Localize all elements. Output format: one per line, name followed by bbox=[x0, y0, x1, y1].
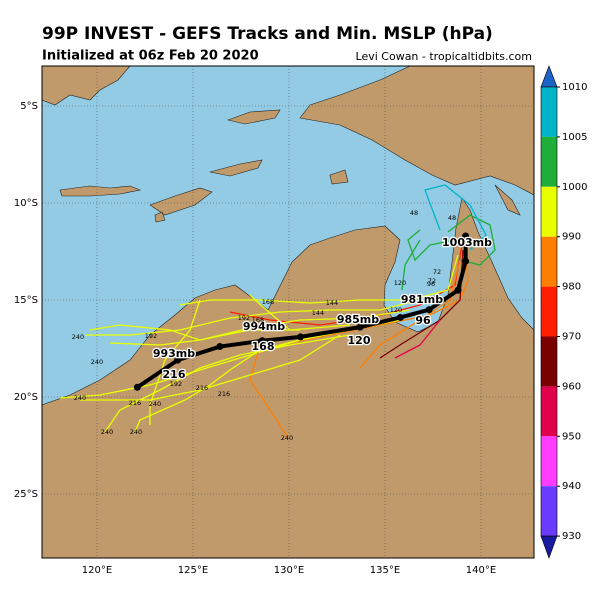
credit: Levi Cowan - tropicaltidbits.com bbox=[356, 50, 532, 63]
lon-label: 135°E bbox=[370, 565, 400, 576]
track-point bbox=[297, 333, 305, 341]
track-point bbox=[258, 337, 266, 345]
track-point bbox=[174, 356, 182, 364]
member-label: 240 bbox=[101, 428, 113, 436]
colorbar-label: 950 bbox=[562, 431, 581, 442]
lon-label: 125°E bbox=[178, 565, 208, 576]
colorbar-segment bbox=[541, 436, 557, 487]
track-point bbox=[356, 323, 364, 331]
lat-label: 5°S bbox=[20, 101, 38, 112]
member-label: 240 bbox=[74, 394, 86, 402]
hour-label: 120 bbox=[348, 334, 371, 347]
pressure-label: 981mb bbox=[401, 293, 443, 306]
lon-label: 140°E bbox=[466, 565, 496, 576]
colorbar-segment bbox=[541, 486, 557, 537]
member-label: 144 bbox=[312, 309, 324, 317]
track-labels: 1003mb 981mb 985mb 994mb 993mb 96 120 168 216 48 4… bbox=[72, 209, 494, 442]
member-label: 120 bbox=[390, 306, 402, 314]
hour-label: 168 bbox=[252, 340, 275, 353]
colorbar-label: 990 bbox=[562, 232, 581, 243]
colorbar-label: 1005 bbox=[562, 132, 587, 143]
colorbar-segment bbox=[541, 136, 557, 187]
member-label: 120 bbox=[394, 279, 406, 287]
pressure-label: 994mb bbox=[243, 320, 285, 333]
member-label: 168 bbox=[262, 298, 274, 306]
colorbar-segment bbox=[541, 236, 557, 287]
member-label: 48 bbox=[448, 214, 456, 222]
colorbar-label: 970 bbox=[562, 332, 581, 343]
member-label: 48 bbox=[410, 209, 418, 217]
member-label: 192 bbox=[170, 380, 182, 388]
track-point bbox=[462, 257, 470, 265]
colorbar-label: 960 bbox=[562, 381, 581, 392]
member-label: 72 bbox=[428, 277, 436, 285]
colorbar-segment bbox=[541, 286, 557, 337]
lon-label: 120°E bbox=[82, 565, 112, 576]
colorbar-label: 980 bbox=[562, 282, 581, 293]
pressure-label: 1003mb bbox=[442, 236, 492, 249]
colorbar-segment bbox=[541, 186, 557, 237]
hour-label: 96 bbox=[415, 314, 431, 327]
pressure-label: 985mb bbox=[337, 313, 379, 326]
graticule bbox=[42, 66, 534, 558]
member-label: 72 bbox=[433, 268, 441, 276]
axes: 120°E 125°E 130°E 135°E 140°E 5°S 10°S 15°S 20°S… bbox=[14, 101, 496, 576]
member-label: 96 bbox=[427, 280, 435, 288]
colorbar-bottom bbox=[540, 535, 558, 559]
colorbar-segment bbox=[541, 386, 557, 437]
member-label: 192 bbox=[145, 332, 157, 340]
map-area: 1003mb 981mb 985mb 994mb 993mb 96 120 168 216 48 4… bbox=[42, 66, 534, 558]
subtitle: Initialized at 06z Feb 20 2020 bbox=[42, 49, 259, 64]
member-label: 192 bbox=[238, 314, 250, 322]
member-label: 216 bbox=[196, 384, 208, 392]
member-label: 240 bbox=[149, 400, 161, 408]
track-point bbox=[462, 232, 470, 240]
colorbar-frame bbox=[540, 86, 558, 537]
colorbar-label: 930 bbox=[562, 531, 581, 542]
colorbar-segment bbox=[541, 336, 557, 387]
member-label: 240 bbox=[72, 333, 84, 341]
colorbar-label: 940 bbox=[562, 481, 581, 492]
member-label: 168 bbox=[252, 316, 264, 324]
colorbar-label: 1000 bbox=[562, 182, 587, 193]
hour-label: 216 bbox=[163, 368, 186, 381]
track-point bbox=[454, 286, 462, 294]
colorbar-top bbox=[540, 65, 558, 88]
track-point bbox=[133, 383, 141, 391]
member-label: 240 bbox=[281, 434, 293, 442]
title: 99P INVEST - GEFS Tracks and Min. MSLP (… bbox=[42, 24, 493, 44]
member-label: 144 bbox=[326, 299, 338, 307]
land bbox=[42, 66, 534, 558]
lon-label: 130°E bbox=[274, 565, 304, 576]
colorbar-label: 1010 bbox=[562, 82, 587, 93]
member-label: 216 bbox=[129, 399, 141, 407]
member-label: 216 bbox=[218, 390, 230, 398]
pressure-label: 993mb bbox=[153, 347, 195, 360]
mean-track bbox=[133, 232, 470, 391]
lat-label: 15°S bbox=[14, 295, 38, 306]
member-label: 240 bbox=[91, 358, 103, 366]
lat-label: 25°S bbox=[14, 489, 38, 500]
colorbar-segment bbox=[541, 87, 557, 137]
member-label: 240 bbox=[130, 428, 142, 436]
track-point bbox=[425, 306, 433, 314]
lat-label: 10°S bbox=[14, 198, 38, 209]
map-frame bbox=[41, 65, 535, 559]
track-point bbox=[216, 343, 224, 351]
lat-label: 20°S bbox=[14, 392, 38, 403]
track-point bbox=[396, 313, 404, 321]
colorbar: 1010 1005 1000 990 980 970 960 950 940 930 bbox=[540, 65, 587, 559]
